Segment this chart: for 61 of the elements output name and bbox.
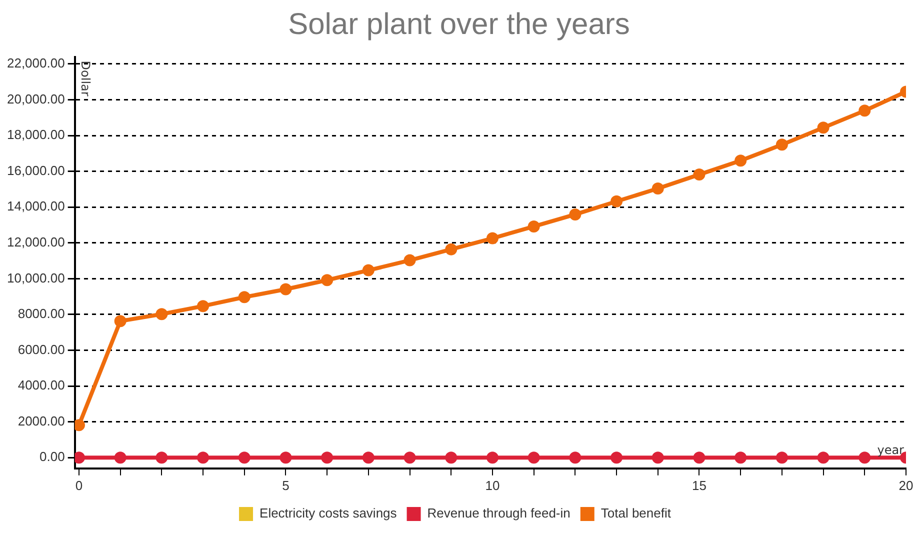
point: [486, 452, 498, 464]
point: [238, 452, 250, 464]
point: [610, 195, 623, 208]
point: [321, 452, 334, 464]
chart-title: Solar plant over the years: [287, 7, 631, 43]
x-tick-label: 15: [692, 478, 706, 493]
point: [734, 154, 747, 167]
point: [569, 452, 582, 464]
y-tick-label: 4000.00: [18, 378, 65, 393]
x-tick-label: 20: [898, 478, 914, 493]
y-tick-label: 12,000.00: [6, 234, 65, 250]
point: [197, 452, 210, 464]
y-tick-label: 16,000.00: [6, 162, 65, 178]
point: [858, 104, 871, 117]
point: [362, 264, 374, 276]
point: [404, 254, 416, 266]
point: [693, 168, 706, 181]
point: [858, 452, 871, 464]
point: [114, 452, 126, 464]
y-tick-label: 22,000.00: [6, 56, 65, 71]
point: [734, 452, 747, 464]
y-tick-label: 18,000.00: [6, 127, 65, 142]
point: [528, 220, 540, 232]
point: [156, 452, 168, 464]
point: [445, 452, 458, 464]
point: [445, 243, 458, 256]
y-tick-label: 14,000.00: [6, 198, 65, 214]
point: [693, 452, 706, 464]
x-tick-label: 0: [75, 478, 83, 493]
point: [362, 452, 374, 464]
point: [652, 452, 664, 464]
point: [486, 232, 498, 244]
point: [280, 283, 292, 296]
legend-label: Revenue through feed-in: [427, 506, 570, 521]
y-tick-label: 6000.00: [18, 342, 65, 357]
point: [652, 182, 664, 195]
y-tick-label: 2000.00: [18, 413, 65, 428]
point: [776, 452, 788, 464]
y-tick-label: 8000.00: [18, 306, 65, 322]
x-tick-label: 10: [485, 478, 500, 493]
point: [776, 138, 788, 151]
point: [610, 452, 623, 464]
y-tick-label: 10,000.00: [6, 270, 65, 286]
point: [404, 452, 416, 464]
point: [528, 452, 540, 464]
legend-label: Electricity costs savings: [260, 506, 398, 521]
y-tick-label: 20,000.00: [6, 91, 65, 106]
point: [280, 452, 292, 464]
point: [114, 315, 126, 328]
point: [569, 208, 582, 220]
x-tick-label: 5: [282, 478, 290, 493]
y-tick-label: 0.00: [40, 449, 65, 464]
point: [817, 122, 830, 134]
point: [238, 291, 250, 304]
point: [817, 452, 830, 464]
point: [197, 300, 210, 312]
legend-label: Total benefit: [600, 506, 672, 521]
x-axis-title: year: [877, 442, 904, 457]
point: [156, 308, 168, 320]
point: [321, 274, 334, 286]
y-axis-title: Dollar: [78, 60, 93, 96]
